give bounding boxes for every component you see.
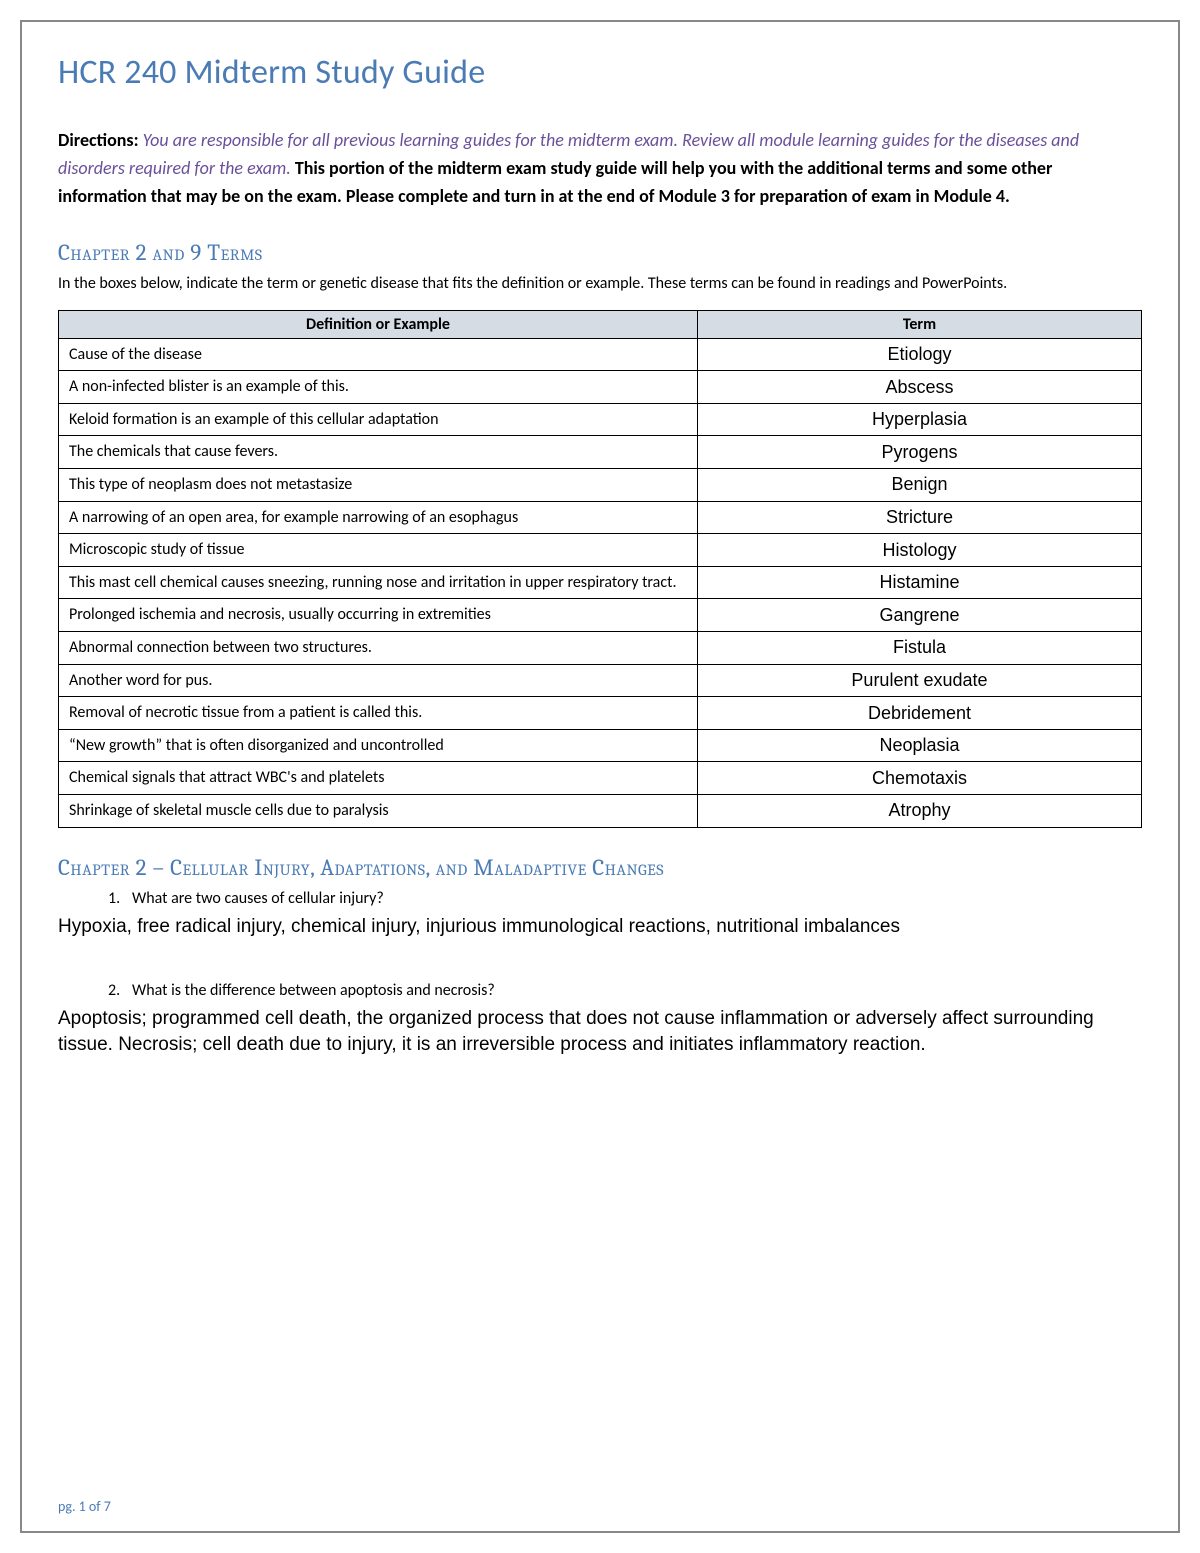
table-row: Shrinkage of skeletal muscle cells due t… bbox=[59, 794, 1142, 827]
qa-item: 1.What are two causes of cellular injury… bbox=[108, 889, 1142, 940]
qa-question: 2.What is the difference between apoptos… bbox=[108, 981, 1142, 1000]
directions-label: Directions: bbox=[58, 129, 139, 151]
section1-intro: In the boxes below, indicate the term or… bbox=[58, 272, 1142, 296]
qa-answer: Apoptosis; programmed cell death, the or… bbox=[58, 1006, 1142, 1057]
table-row: Abnormal connection between two structur… bbox=[59, 632, 1142, 665]
col-header-definition: Definition or Example bbox=[59, 310, 698, 338]
term-cell: Fistula bbox=[697, 632, 1141, 665]
term-cell: Abscess bbox=[697, 371, 1141, 404]
term-cell: Stricture bbox=[697, 501, 1141, 534]
definition-cell: Shrinkage of skeletal muscle cells due t… bbox=[59, 794, 698, 827]
directions-paragraph: Directions: You are responsible for all … bbox=[58, 127, 1142, 211]
table-row: “New growth” that is often disorganized … bbox=[59, 729, 1142, 762]
col-header-term: Term bbox=[697, 310, 1141, 338]
qa-question-text: What is the difference between apoptosis… bbox=[132, 981, 495, 1000]
definition-cell: A narrowing of an open area, for example… bbox=[59, 501, 698, 534]
qa-list: 1.What are two causes of cellular injury… bbox=[108, 889, 1142, 1058]
term-cell: Debridement bbox=[697, 697, 1141, 730]
definition-cell: A non-infected blister is an example of … bbox=[59, 371, 698, 404]
table-row: The chemicals that cause fevers.Pyrogens bbox=[59, 436, 1142, 469]
definition-cell: This mast cell chemical causes sneezing,… bbox=[59, 566, 698, 599]
qa-item: 2.What is the difference between apoptos… bbox=[108, 981, 1142, 1057]
definition-cell: Prolonged ischemia and necrosis, usually… bbox=[59, 599, 698, 632]
page-footer: pg. 1 of 7 bbox=[58, 1498, 111, 1515]
qa-question: 1.What are two causes of cellular injury… bbox=[108, 889, 1142, 908]
term-cell: Etiology bbox=[697, 338, 1141, 371]
definition-cell: The chemicals that cause fevers. bbox=[59, 436, 698, 469]
table-row: This mast cell chemical causes sneezing,… bbox=[59, 566, 1142, 599]
table-row: Microscopic study of tissueHistology bbox=[59, 534, 1142, 567]
definition-cell: Cause of the disease bbox=[59, 338, 698, 371]
table-row: A narrowing of an open area, for example… bbox=[59, 501, 1142, 534]
term-cell: Histology bbox=[697, 534, 1141, 567]
qa-number: 1. bbox=[108, 889, 132, 908]
table-row: Prolonged ischemia and necrosis, usually… bbox=[59, 599, 1142, 632]
term-cell: Histamine bbox=[697, 566, 1141, 599]
term-cell: Hyperplasia bbox=[697, 403, 1141, 436]
term-cell: Neoplasia bbox=[697, 729, 1141, 762]
table-header-row: Definition or Example Term bbox=[59, 310, 1142, 338]
term-cell: Pyrogens bbox=[697, 436, 1141, 469]
term-cell: Atrophy bbox=[697, 794, 1141, 827]
table-row: Chemical signals that attract WBC's and … bbox=[59, 762, 1142, 795]
table-row: A non-infected blister is an example of … bbox=[59, 371, 1142, 404]
qa-question-text: What are two causes of cellular injury? bbox=[132, 889, 384, 908]
document-title: HCR 240 Midterm Study Guide bbox=[58, 52, 1142, 93]
definition-cell: Microscopic study of tissue bbox=[59, 534, 698, 567]
term-cell: Purulent exudate bbox=[697, 664, 1141, 697]
terms-table: Definition or Example Term Cause of the … bbox=[58, 310, 1142, 828]
page-border: HCR 240 Midterm Study Guide Directions: … bbox=[20, 20, 1180, 1533]
term-cell: Gangrene bbox=[697, 599, 1141, 632]
definition-cell: Another word for pus. bbox=[59, 664, 698, 697]
table-row: Removal of necrotic tissue from a patien… bbox=[59, 697, 1142, 730]
definition-cell: This type of neoplasm does not metastasi… bbox=[59, 469, 698, 502]
definition-cell: Chemical signals that attract WBC's and … bbox=[59, 762, 698, 795]
term-cell: Benign bbox=[697, 469, 1141, 502]
table-row: Another word for pus.Purulent exudate bbox=[59, 664, 1142, 697]
section2-heading: Chapter 2 – Cellular Injury, Adaptations… bbox=[58, 854, 1142, 881]
definition-cell: Keloid formation is an example of this c… bbox=[59, 403, 698, 436]
section1-heading: Chapter 2 and 9 Terms bbox=[58, 239, 1142, 266]
table-row: This type of neoplasm does not metastasi… bbox=[59, 469, 1142, 502]
table-row: Cause of the diseaseEtiology bbox=[59, 338, 1142, 371]
definition-cell: Removal of necrotic tissue from a patien… bbox=[59, 697, 698, 730]
qa-number: 2. bbox=[108, 981, 132, 1000]
qa-answer: Hypoxia, free radical injury, chemical i… bbox=[58, 914, 1142, 940]
definition-cell: “New growth” that is often disorganized … bbox=[59, 729, 698, 762]
table-row: Keloid formation is an example of this c… bbox=[59, 403, 1142, 436]
term-cell: Chemotaxis bbox=[697, 762, 1141, 795]
definition-cell: Abnormal connection between two structur… bbox=[59, 632, 698, 665]
